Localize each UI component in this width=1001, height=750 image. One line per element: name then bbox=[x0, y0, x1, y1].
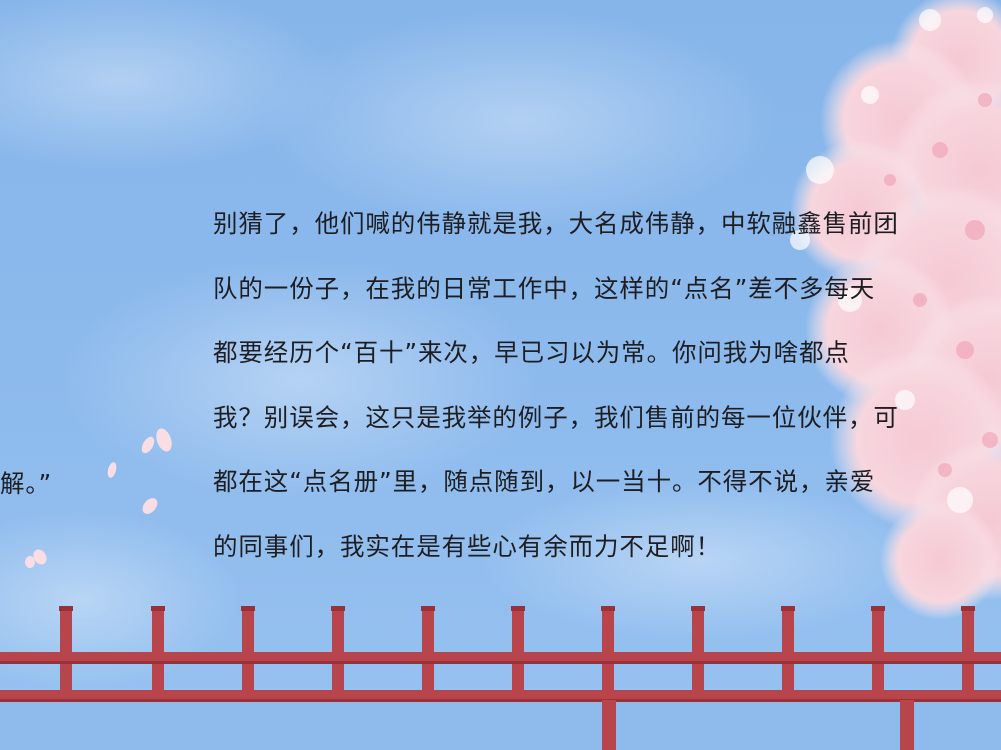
fence-post-cap bbox=[511, 606, 525, 611]
cherry-blossom-tree bbox=[790, 0, 1001, 620]
sky-clouds bbox=[0, 0, 920, 690]
paragraph-line: 别猜了，他们喊的伟静就是我，大名成伟静，中软融鑫售前团 bbox=[213, 209, 899, 238]
fence-post-cap bbox=[871, 606, 885, 611]
paragraph-line: 都要经历个“百十”来次，早已习以为常。你问我为啥都点 bbox=[213, 338, 850, 367]
fence-post-cap bbox=[781, 606, 795, 611]
fence-post-cap bbox=[421, 606, 435, 611]
falling-petals bbox=[25, 428, 172, 568]
fence-post-cap bbox=[601, 606, 615, 611]
fence-post-cap bbox=[331, 606, 345, 611]
left-text-fragment: 解。” bbox=[0, 469, 53, 498]
paragraph-line: 的同事们，我实在是有些心有余而力不足啊！ bbox=[213, 531, 721, 561]
paragraph-line: 我？别误会，这只是我举的例子，我们售前的每一位伙伴，可 bbox=[213, 402, 899, 432]
fence-post-cap bbox=[961, 606, 975, 611]
story-paragraph: 别猜了，他们喊的伟静就是我，大名成伟静，中软融鑫售前团 队的一份子，在我的日常工… bbox=[213, 204, 973, 591]
red-fence bbox=[0, 606, 1001, 750]
fence-post-cap bbox=[59, 606, 73, 611]
fence-post-cap bbox=[151, 606, 165, 611]
fence-post-cap bbox=[241, 606, 255, 611]
paragraph-line: 都在这“点名册”里，随点随到，以一当十。不得不说，亲爱 bbox=[213, 467, 876, 496]
fence-post-cap bbox=[691, 606, 705, 611]
paragraph-line: 队的一份子，在我的日常工作中，这样的“点名”差不多每天 bbox=[213, 273, 876, 303]
